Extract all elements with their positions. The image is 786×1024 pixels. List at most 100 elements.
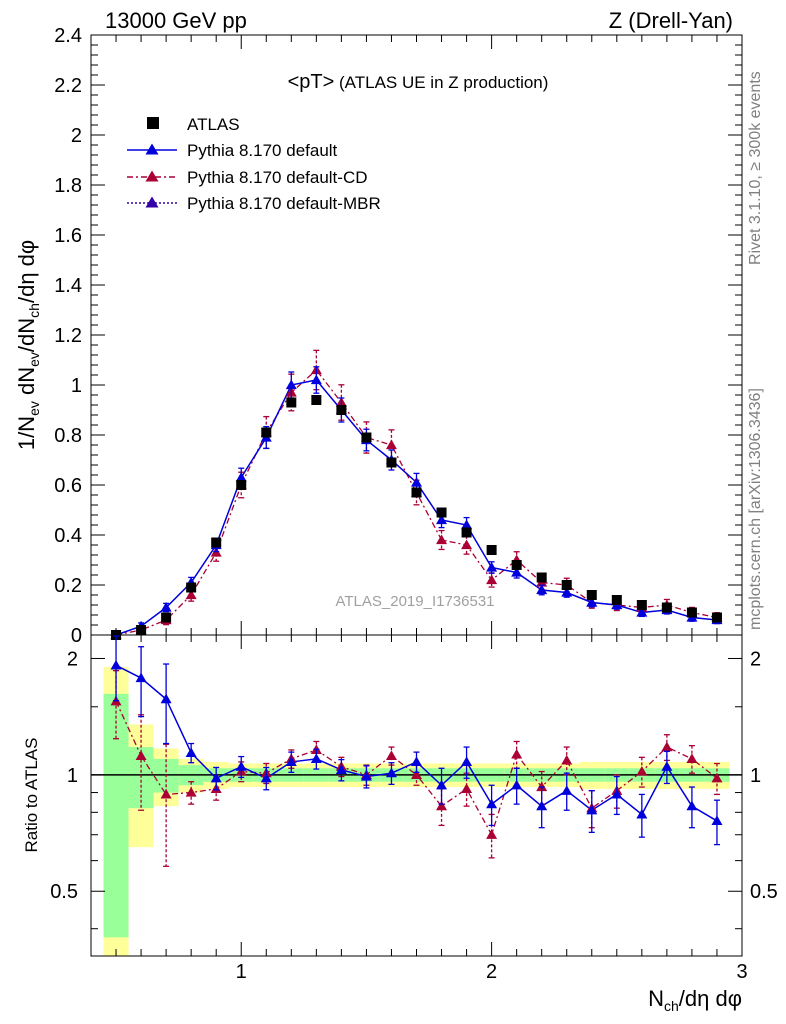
ratio-point-default bbox=[385, 767, 397, 778]
point-default bbox=[561, 587, 573, 597]
ratio-point-default-cd bbox=[185, 787, 197, 797]
main-y-tick-label: 0.6 bbox=[54, 475, 82, 497]
ratio-point-default bbox=[561, 785, 573, 795]
point-atlas bbox=[261, 427, 272, 438]
point-default-cd bbox=[185, 589, 197, 600]
point-atlas bbox=[286, 397, 297, 408]
point-atlas bbox=[236, 480, 247, 490]
point-atlas bbox=[511, 560, 522, 570]
legend-label-default: Pythia 8.170 default bbox=[187, 141, 338, 160]
point-default bbox=[235, 472, 247, 482]
ratio-point-default bbox=[110, 659, 122, 670]
point-default bbox=[411, 477, 422, 487]
ratio-y-tick-label-right: 1 bbox=[750, 765, 761, 787]
ratio-point-default bbox=[411, 756, 422, 767]
main-y-tick-label: 1.4 bbox=[54, 275, 82, 297]
ratio-point-default-cd bbox=[436, 800, 448, 811]
ratio-line-default bbox=[115, 664, 718, 822]
ratio-point-default-cd bbox=[636, 766, 648, 776]
x-tick-label: 1 bbox=[236, 961, 247, 983]
ratio-point-default-cd bbox=[711, 772, 723, 783]
legend: ATLAS Pythia 8.170 default Pythia 8.170 … bbox=[127, 115, 381, 213]
main-y-tick-label: 2.4 bbox=[54, 25, 82, 47]
point-atlas bbox=[486, 545, 497, 555]
point-atlas bbox=[686, 607, 697, 618]
point-atlas bbox=[436, 507, 447, 518]
point-default bbox=[511, 567, 523, 577]
point-atlas bbox=[711, 612, 722, 623]
ratio-y-tick-label-right: 0.5 bbox=[750, 881, 778, 903]
ratio-point-default bbox=[135, 672, 147, 683]
plot-title: <pT> (ATLAS UE in Z production) bbox=[288, 71, 549, 93]
point-atlas bbox=[611, 595, 622, 605]
point-default bbox=[285, 379, 297, 390]
point-atlas bbox=[461, 527, 472, 538]
point-default bbox=[160, 602, 172, 612]
point-atlas bbox=[186, 582, 197, 593]
main-y-tick-label: 1.6 bbox=[54, 225, 82, 247]
mcplots-label: mcplots.cern.ch [arXiv:1306.3436] bbox=[747, 388, 764, 630]
ratio-uncertainty-bands bbox=[91, 667, 742, 956]
point-default bbox=[461, 519, 473, 530]
analysis-id: ATLAS_2019_I1736531 bbox=[335, 593, 494, 610]
ratio-point-default bbox=[586, 804, 598, 815]
ratio-y-tick-label: 2 bbox=[67, 648, 78, 670]
point-default bbox=[636, 607, 648, 617]
legend-marker-mbr bbox=[145, 196, 159, 208]
ratio-point-default-cd bbox=[461, 783, 473, 793]
ratio-point-default bbox=[210, 772, 222, 783]
main-y-tick-label: 0.8 bbox=[54, 425, 82, 447]
ratio-point-default bbox=[335, 764, 347, 775]
ratio-point-default-cd bbox=[536, 781, 548, 792]
main-y-tick-label: 1.8 bbox=[54, 175, 82, 197]
x-tick-label: 2 bbox=[486, 961, 497, 983]
legend-marker-atlas bbox=[147, 117, 159, 129]
ratio-point-default bbox=[185, 747, 197, 757]
ratio-y-tick-label-right: 2 bbox=[750, 648, 761, 670]
main-y-tick-label: 2.2 bbox=[54, 75, 82, 97]
ratio-point-default bbox=[436, 779, 448, 790]
ratio-point-default bbox=[360, 771, 372, 781]
x-axis-label: Nch/dη dφ bbox=[648, 986, 742, 1014]
x-tick-label: 3 bbox=[736, 961, 747, 983]
point-atlas bbox=[536, 572, 547, 583]
ratio-point-default bbox=[511, 779, 523, 790]
ratio-y-label: Ratio to ATLAS bbox=[22, 738, 41, 853]
ratio-point-default bbox=[260, 772, 272, 783]
ratio-y-tick-label: 1 bbox=[67, 765, 78, 787]
ratio-point-default-cd bbox=[661, 741, 673, 752]
ratio-axes: 1 2 3 0.5 0.5 1 1 2 2 bbox=[50, 35, 778, 983]
point-atlas bbox=[636, 600, 647, 610]
ratio-point-default bbox=[611, 788, 623, 799]
point-atlas bbox=[661, 602, 672, 613]
ratio-point-default bbox=[235, 761, 247, 771]
point-default bbox=[486, 562, 498, 572]
main-y-tick-label: 1.2 bbox=[54, 325, 82, 347]
point-atlas bbox=[336, 405, 347, 415]
point-atlas bbox=[361, 432, 372, 443]
point-default-cd bbox=[385, 439, 397, 450]
point-default bbox=[436, 514, 448, 525]
errbar-default-cd bbox=[438, 529, 445, 551]
ratio-point-default bbox=[636, 808, 648, 819]
ratio-point-default bbox=[160, 693, 172, 704]
ratio-errbar-default bbox=[163, 663, 170, 745]
main-y-tick-label: 1 bbox=[71, 375, 82, 397]
ratio-point-default bbox=[661, 761, 673, 771]
header-left: 13000 GeV pp bbox=[105, 8, 247, 33]
ratio-point-default-cd bbox=[135, 750, 147, 760]
ratio-point-default bbox=[310, 753, 322, 763]
rivet-label: Rivet 3.1.10, ≥ 300k events bbox=[747, 71, 764, 265]
main-y-tick-label: 0.4 bbox=[54, 525, 82, 547]
point-atlas bbox=[586, 590, 597, 600]
main-y-label: 1/Nev dNev/dNch/dη dφ bbox=[14, 240, 42, 450]
ratio-point-default bbox=[711, 815, 723, 826]
ratio-point-default bbox=[461, 756, 473, 767]
ratio-point-default-cd bbox=[486, 829, 498, 839]
point-atlas bbox=[561, 580, 572, 590]
ratio-point-default-cd bbox=[385, 750, 397, 760]
point-default-cd bbox=[436, 534, 448, 545]
legend-label-mbr: Pythia 8.170 default-MBR bbox=[187, 194, 381, 213]
ratio-point-default bbox=[686, 800, 698, 811]
